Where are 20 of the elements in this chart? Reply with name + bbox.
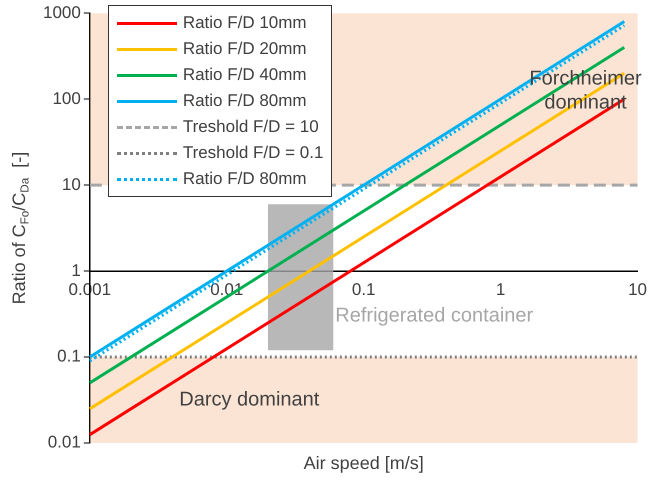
x-tick-label: 0.1: [352, 280, 376, 299]
y-tick-label: 0.01: [48, 432, 81, 452]
y-tick-label: 10: [62, 174, 81, 194]
legend-label: Ratio F/D 80mm: [182, 91, 307, 112]
y-tick-label: 1: [71, 260, 81, 280]
x-tick-label: 1: [496, 280, 506, 299]
band-label: Refrigerated container: [335, 304, 534, 327]
legend-label: Treshold F/D = 10: [182, 117, 319, 138]
legend-label: Ratio F/D 80mm: [182, 169, 307, 190]
y-tick-label: 100: [52, 88, 81, 108]
legend-label: Ratio F/D 40mm: [182, 65, 307, 86]
legend-label: Ratio F/D 10mm: [182, 13, 307, 34]
legend-label: Ratio F/D 20mm: [182, 39, 307, 60]
y-tick-label: 0.1: [57, 346, 81, 366]
legend-label: Treshold F/D = 0.1: [182, 143, 324, 164]
y-tick-label: 1000: [42, 2, 81, 22]
y-axis-title: Ratio of CFo/CDa [-]: [8, 152, 32, 304]
x-tick-label: 10: [628, 280, 648, 299]
x-axis-title: Air speed [m/s]: [304, 452, 424, 473]
band-label: Darcy dominant: [179, 388, 320, 411]
